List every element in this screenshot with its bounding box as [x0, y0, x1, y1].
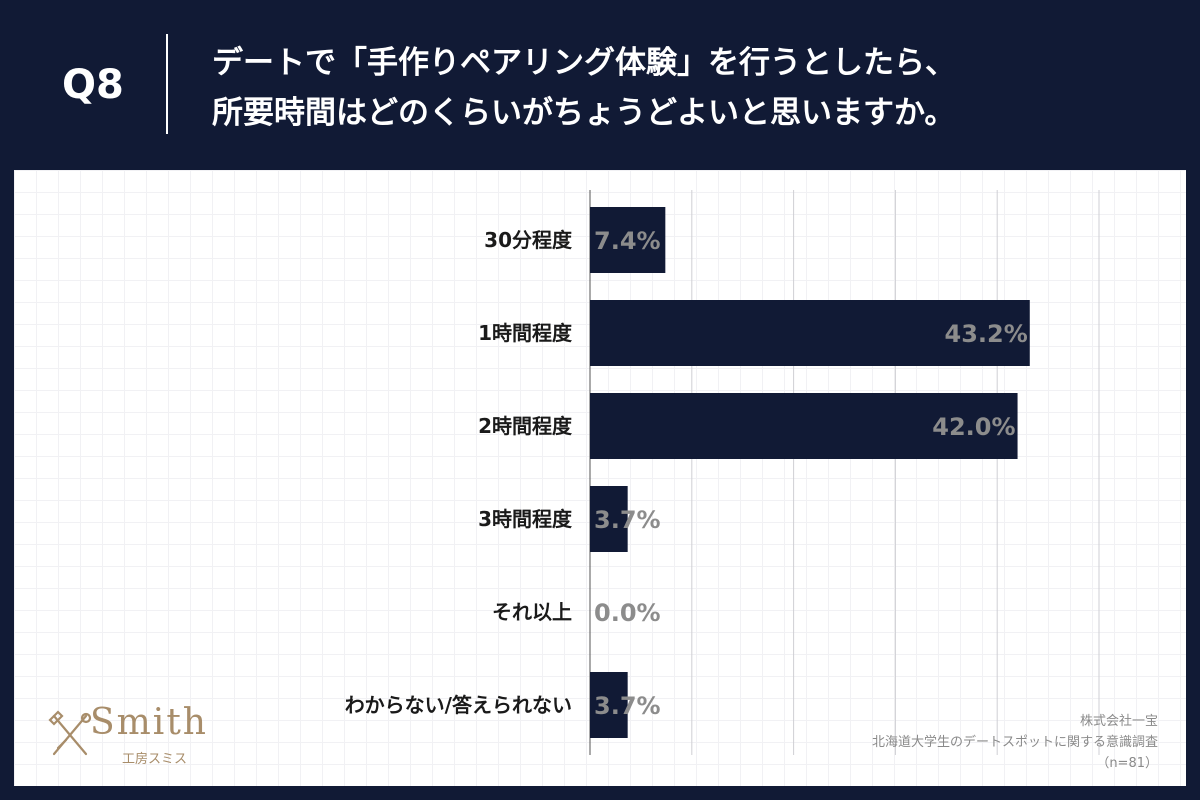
bar — [590, 486, 628, 552]
survey-credit: 株式会社一宝 北海道大学生のデートスポットに関する意識調査 （n=81） — [872, 711, 1158, 774]
bar — [590, 300, 1030, 366]
bar — [590, 672, 628, 738]
bar — [590, 207, 666, 273]
crossed-tools-icon — [48, 710, 92, 756]
smith-logo: Smith 工房スミス — [48, 702, 206, 767]
value-label: 3.7% — [594, 692, 661, 720]
category-label: 3時間程度 — [478, 507, 573, 531]
value-label: 42.0% — [932, 413, 1015, 441]
category-label: わからない/答えられない — [345, 693, 572, 717]
credit-sample: （n=81） — [1096, 756, 1158, 771]
question-header: Q8 デートで「手作りペアリング体験」を行うとしたら、 所要時間はどのくらいがち… — [0, 0, 1200, 170]
value-label: 3.7% — [594, 506, 661, 534]
credit-survey: 北海道大学生のデートスポットに関する意識調査 — [871, 735, 1158, 750]
question-line-2: 所要時間はどのくらいがちょうどよいと思いますか。 — [212, 95, 956, 131]
logo-name: Smith — [90, 702, 208, 743]
category-label: 2時間程度 — [478, 414, 573, 438]
question-line-1: デートで「手作りペアリング体験」を行うとしたら、 — [212, 45, 956, 81]
value-label: 7.4% — [594, 227, 661, 255]
header-divider — [166, 34, 168, 134]
chart-panel: 30分程度 7.4% 1時間程度 43.2% 2時間程度 42.0% 3時間程度 3.7% それ… — [14, 170, 1186, 786]
bar — [590, 393, 1018, 459]
category-label: 1時間程度 — [478, 321, 573, 345]
value-label: 43.2% — [945, 320, 1028, 348]
value-label: 0.0% — [594, 599, 661, 627]
category-label: それ以上 — [492, 600, 572, 624]
logo-subtitle: 工房スミス — [122, 752, 188, 767]
category-label: 30分程度 — [484, 228, 573, 252]
bar-chart: 30分程度 7.4% 1時間程度 43.2% 2時間程度 42.0% 3時間程度 3.7% それ… — [345, 190, 1100, 755]
question-text: デートで「手作りペアリング体験」を行うとしたら、 所要時間はどのくらいがちょうど… — [212, 38, 1172, 138]
credit-company: 株式会社一宝 — [1079, 714, 1158, 729]
question-number: Q8 — [62, 62, 124, 108]
